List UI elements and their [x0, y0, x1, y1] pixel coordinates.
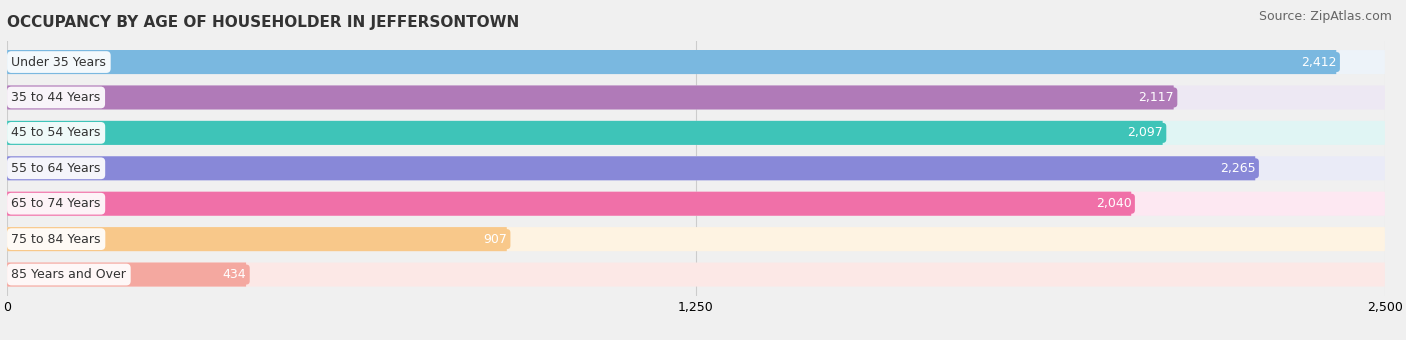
Text: Under 35 Years: Under 35 Years — [11, 55, 107, 69]
Text: 65 to 74 Years: 65 to 74 Years — [11, 197, 101, 210]
FancyBboxPatch shape — [7, 121, 1385, 145]
Text: 85 Years and Over: 85 Years and Over — [11, 268, 127, 281]
Text: 2,117: 2,117 — [1139, 91, 1174, 104]
FancyBboxPatch shape — [7, 121, 1163, 145]
FancyBboxPatch shape — [7, 227, 508, 251]
FancyBboxPatch shape — [7, 192, 1385, 216]
FancyBboxPatch shape — [7, 50, 1337, 74]
FancyBboxPatch shape — [7, 192, 1132, 216]
Text: OCCUPANCY BY AGE OF HOUSEHOLDER IN JEFFERSONTOWN: OCCUPANCY BY AGE OF HOUSEHOLDER IN JEFFE… — [7, 15, 519, 30]
Text: 45 to 54 Years: 45 to 54 Years — [11, 126, 101, 139]
Text: 2,265: 2,265 — [1220, 162, 1256, 175]
FancyBboxPatch shape — [7, 262, 246, 287]
Text: 907: 907 — [484, 233, 508, 245]
FancyBboxPatch shape — [7, 85, 1174, 109]
Text: 35 to 44 Years: 35 to 44 Years — [11, 91, 101, 104]
Text: 2,040: 2,040 — [1095, 197, 1132, 210]
FancyBboxPatch shape — [7, 156, 1256, 180]
Text: 75 to 84 Years: 75 to 84 Years — [11, 233, 101, 245]
FancyBboxPatch shape — [7, 156, 1385, 180]
Text: 2,097: 2,097 — [1128, 126, 1163, 139]
FancyBboxPatch shape — [7, 262, 1385, 287]
Text: 55 to 64 Years: 55 to 64 Years — [11, 162, 101, 175]
Text: Source: ZipAtlas.com: Source: ZipAtlas.com — [1258, 10, 1392, 23]
Text: 2,412: 2,412 — [1301, 55, 1337, 69]
Text: 434: 434 — [222, 268, 246, 281]
FancyBboxPatch shape — [7, 85, 1385, 109]
FancyBboxPatch shape — [7, 50, 1385, 74]
FancyBboxPatch shape — [7, 227, 1385, 251]
